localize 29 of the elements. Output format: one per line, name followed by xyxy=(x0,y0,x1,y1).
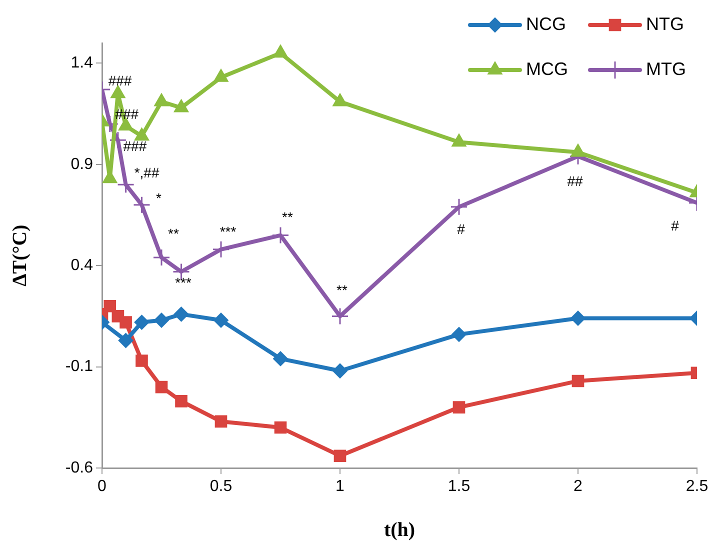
annotation: ** xyxy=(168,225,180,242)
annotation: ** xyxy=(336,282,348,298)
annotation: *** xyxy=(175,274,192,291)
y-tick-label: -0.1 xyxy=(65,358,94,376)
x-tick-label: 0.5 xyxy=(210,478,232,496)
y-tick-label: 0.4 xyxy=(70,257,94,274)
y-tick-label: 0.9 xyxy=(70,156,94,173)
y-tick-label: 1.4 xyxy=(70,54,94,72)
annotation: ### xyxy=(108,72,132,88)
x-tick-label: 1 xyxy=(336,478,345,496)
x-axis-title: t(h) xyxy=(384,519,416,542)
y-axis-title: ΔT(°C) xyxy=(9,224,32,286)
x-tick-label: 1.5 xyxy=(448,478,470,496)
annotation: ** xyxy=(282,209,294,226)
x-tick-label: 0 xyxy=(98,478,107,496)
annotation: # xyxy=(457,220,466,237)
x-tick-label: 2.5 xyxy=(686,478,708,496)
annotation: # xyxy=(671,218,680,234)
annotation: * xyxy=(156,190,162,206)
legend-label: MTG xyxy=(646,58,686,79)
legend-label: MCG xyxy=(526,58,568,79)
legend-label: NTG xyxy=(646,14,684,34)
y-tick-label: -0.6 xyxy=(65,459,94,476)
legend-label: NCG xyxy=(526,14,566,34)
annotation: *** xyxy=(220,223,237,240)
annotation: *,## xyxy=(134,164,160,181)
annotation: ### xyxy=(123,138,147,154)
annotation: ## xyxy=(567,173,583,190)
x-tick-label: 2 xyxy=(574,478,583,496)
